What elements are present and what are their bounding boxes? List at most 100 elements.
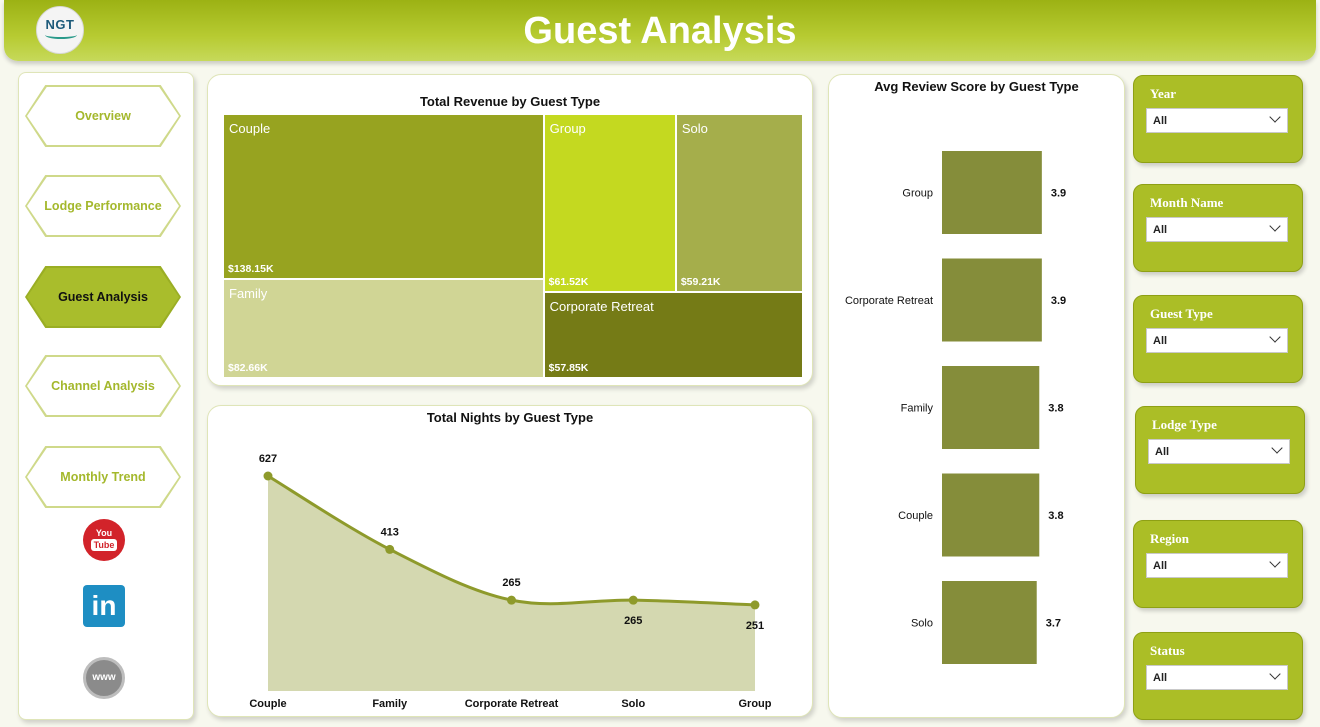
nights-chart-title: Total Nights by Guest Type xyxy=(426,410,594,425)
area-point-group[interactable] xyxy=(750,600,760,610)
slicer-status-label: Status xyxy=(1150,643,1185,658)
slicer-lodge-type-dropdown[interactable]: All xyxy=(1148,439,1290,464)
area-data-label-couple: 627 xyxy=(259,453,277,465)
nights-area-chart-panel: Total Nights by Guest Type 627 Couple 413 F… xyxy=(207,405,813,717)
treemap-value-family: $82.66K xyxy=(228,361,268,374)
chevron-down-icon xyxy=(1269,331,1281,343)
slicer-region: Region All xyxy=(1133,520,1303,608)
review-bar-couple[interactable] xyxy=(942,473,1040,557)
area-data-label-corporate-retreat: 265 xyxy=(502,577,520,589)
nav-guest-analysis-label: Guest Analysis xyxy=(27,268,179,326)
area-point-corporate-retreat[interactable] xyxy=(507,595,516,605)
linkedin-icon[interactable]: in xyxy=(83,585,125,627)
revenue-treemap: Couple $138.15K Family $82.66K Group $61.52K S… xyxy=(223,114,803,378)
review-bar-group[interactable] xyxy=(942,151,1042,234)
review-bar-chart: Group 3.9 Corporate Retreat 3.9 Family 3.8 Cou… xyxy=(845,151,1066,664)
slicer-region-value: All xyxy=(1153,560,1168,572)
review-bar-solo[interactable] xyxy=(942,581,1037,664)
nav-monthly-trend-button[interactable]: Monthly Trend xyxy=(25,446,181,508)
slicer-year-dropdown[interactable]: All xyxy=(1146,108,1288,133)
slicer-guest-type: Guest Type All xyxy=(1133,295,1303,383)
area-x-tick-corporate-retreat: Corporate Retreat xyxy=(465,698,559,710)
slicer-month-name: Month Name All xyxy=(1133,184,1303,272)
slicer-month-name-label: Month Name xyxy=(1150,195,1224,210)
chevron-down-icon xyxy=(1269,556,1281,568)
slicer-guest-type-value: All xyxy=(1153,335,1168,347)
page-title: Guest Analysis xyxy=(523,10,797,52)
slicer-lodge-type-value: All xyxy=(1155,446,1170,458)
slicer-year-value: All xyxy=(1153,115,1168,127)
company-logo[interactable]: NGT xyxy=(36,6,84,54)
slicer-month-name-value: All xyxy=(1153,224,1168,236)
nav-lodge-performance-button[interactable]: Lodge Performance xyxy=(25,175,181,237)
treemap-value-couple: $138.15K xyxy=(228,263,274,276)
area-data-label-solo: 265 xyxy=(624,615,642,627)
treemap-cell-corporate-retreat[interactable]: Corporate Retreat $57.85K xyxy=(544,293,802,377)
review-y-tick-family: Family xyxy=(901,403,934,415)
nav-monthly-trend-label: Monthly Trend xyxy=(27,448,179,506)
slicer-lodge-type-label: Lodge Type xyxy=(1152,417,1217,432)
review-chart-title: Avg Review Score by Guest Type xyxy=(874,79,1079,94)
area-point-couple[interactable] xyxy=(263,471,273,481)
logo-text: NGT xyxy=(45,17,75,32)
slicer-guest-type-label: Guest Type xyxy=(1150,306,1213,321)
nav-channel-analysis-button[interactable]: Channel Analysis xyxy=(25,355,181,417)
review-data-label-family: 3.8 xyxy=(1048,403,1063,415)
slicer-region-dropdown[interactable]: All xyxy=(1146,553,1288,578)
slicer-lodge-type: Lodge Type All xyxy=(1135,406,1305,494)
nav-channel-analysis-label: Channel Analysis xyxy=(27,357,179,415)
slicer-year: Year All xyxy=(1133,75,1303,163)
slicer-month-name-dropdown[interactable]: All xyxy=(1146,217,1288,242)
youtube-icon[interactable]: You Tube xyxy=(83,519,125,561)
area-x-tick-family: Family xyxy=(372,698,408,710)
chevron-down-icon xyxy=(1269,220,1281,232)
treemap-cell-family[interactable]: Family $82.66K xyxy=(224,280,543,377)
header-bar: NGT Guest Analysis xyxy=(4,0,1316,61)
treemap-value-corporate-retreat: $57.85K xyxy=(548,361,589,374)
nav-guest-analysis-button[interactable]: Guest Analysis xyxy=(25,266,181,328)
revenue-chart-title: Total Revenue by Guest Type xyxy=(419,94,601,109)
area-data-label-group: 251 xyxy=(746,620,764,632)
treemap-cell-group[interactable]: Group $61.52K xyxy=(544,115,675,292)
treemap-label-solo: Solo xyxy=(681,121,708,136)
area-point-solo[interactable] xyxy=(628,595,638,605)
review-y-tick-couple: Couple xyxy=(898,510,933,522)
review-y-tick-group: Group xyxy=(902,188,933,200)
slicer-status-dropdown[interactable]: All xyxy=(1146,665,1288,690)
treemap-cell-couple[interactable]: Couple $138.15K xyxy=(224,115,543,279)
review-bar-family[interactable] xyxy=(942,366,1040,449)
slicer-status: Status All xyxy=(1133,632,1303,720)
review-bar-chart-panel: Avg Review Score by Guest Type Group 3.9 C… xyxy=(828,74,1125,718)
treemap-label-family: Family xyxy=(229,286,268,302)
treemap-value-solo: $59.21K xyxy=(680,276,721,289)
review-data-label-corporate-retreat: 3.9 xyxy=(1051,295,1066,307)
youtube-icon-text-bottom: Tube xyxy=(91,539,117,551)
nights-area-chart: 627 Couple 413 Family 265 Corporate Retreat 26… xyxy=(249,453,772,710)
review-data-label-group: 3.9 xyxy=(1051,188,1066,200)
area-x-tick-solo: Solo xyxy=(621,698,645,710)
treemap-label-group: Group xyxy=(549,121,586,136)
area-data-label-family: 413 xyxy=(381,526,399,538)
chevron-down-icon xyxy=(1269,668,1281,680)
slicer-guest-type-dropdown[interactable]: All xyxy=(1146,328,1288,353)
slicer-year-label: Year xyxy=(1150,86,1176,101)
area-fill xyxy=(268,476,755,691)
navigation-panel: Overview Lodge Performance Guest Analysi… xyxy=(18,72,194,720)
treemap-label-corporate-retreat: Corporate Retreat xyxy=(549,299,654,315)
website-globe-icon[interactable]: www xyxy=(83,657,125,699)
logo-swoosh-icon xyxy=(45,31,77,39)
review-data-label-couple: 3.8 xyxy=(1048,510,1063,522)
treemap-cell-solo[interactable]: Solo $59.21K xyxy=(676,115,802,292)
revenue-treemap-panel: Total Revenue by Guest Type Couple $138.1… xyxy=(207,74,813,386)
review-data-label-solo: 3.7 xyxy=(1046,618,1061,630)
area-point-family[interactable] xyxy=(385,544,395,554)
review-y-tick-corporate-retreat: Corporate Retreat xyxy=(845,295,933,307)
area-x-tick-couple: Couple xyxy=(249,698,286,710)
nav-overview-button[interactable]: Overview xyxy=(25,85,181,147)
chevron-down-icon xyxy=(1269,111,1281,123)
website-icon-text: www xyxy=(92,672,116,683)
youtube-icon-text-top: You xyxy=(95,528,113,538)
area-x-tick-group: Group xyxy=(739,698,772,710)
review-bar-corporate-retreat[interactable] xyxy=(942,258,1042,342)
review-y-tick-solo: Solo xyxy=(911,618,933,630)
